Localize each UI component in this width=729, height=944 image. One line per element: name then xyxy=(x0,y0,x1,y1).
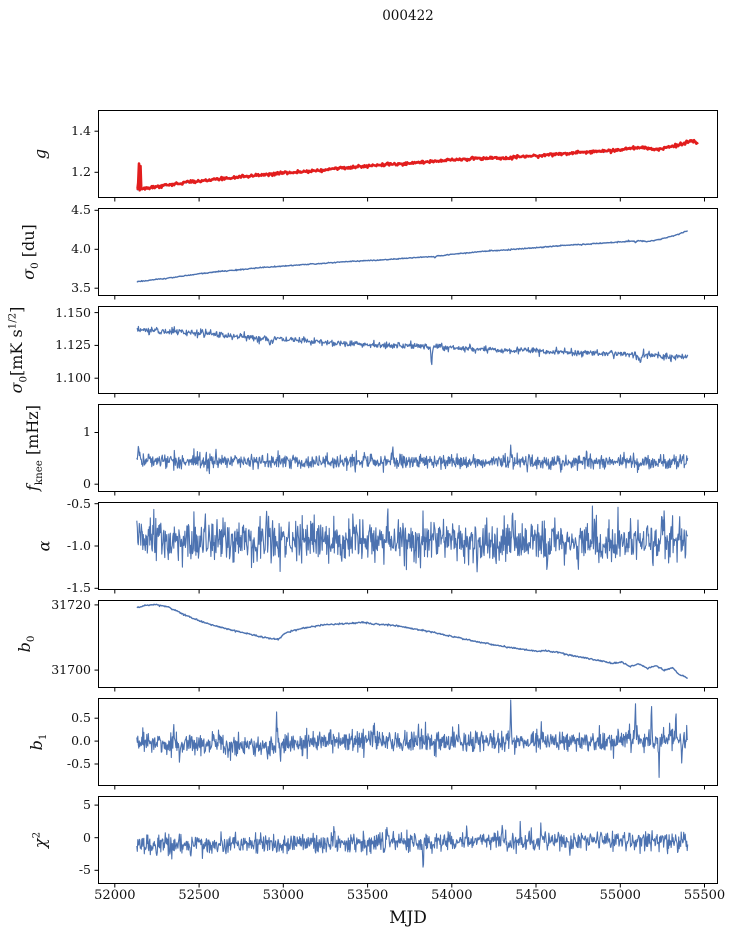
y-tick-label: 3.5 xyxy=(71,280,91,296)
y-tick-label: -5 xyxy=(78,862,91,878)
panel-alpha: α -0.5 -1.0 -1.5 xyxy=(0,496,729,595)
y-tick-label: -0.5 xyxy=(66,495,91,511)
series-b1 xyxy=(136,699,689,778)
y-tick-label: 31720 xyxy=(51,596,91,612)
chart-title: 000422 xyxy=(382,8,434,24)
series-group xyxy=(136,444,689,475)
series-group xyxy=(136,820,689,868)
plot-area-b1 xyxy=(94,698,718,790)
axes-spine xyxy=(98,698,718,786)
x-tick-labels: 52000 52500 53000 53500 54000 54500 55000 55500 xyxy=(94,888,725,906)
panel-sigma0-du: σ0 [du] 3.5 4.0 4.5 xyxy=(0,203,729,300)
series-chi2 xyxy=(136,820,689,868)
axes-spine xyxy=(98,110,718,198)
y-axis-label-g: g xyxy=(30,148,50,160)
series-sigma0-du xyxy=(136,230,688,283)
y-tick-label: 1.125 xyxy=(55,337,91,353)
x-tick-label: 55000 xyxy=(599,888,641,903)
x-tick-label: 54000 xyxy=(431,888,473,903)
panel-sigma0-mk: σ0[mK s1/2] 1.100 1.125 1.150 xyxy=(0,304,729,398)
x-tick-label: 53500 xyxy=(346,888,389,903)
y-tick-label: 0 xyxy=(83,829,91,845)
series-group xyxy=(136,325,689,366)
series-sigma0-mK xyxy=(136,325,689,366)
axes-spine xyxy=(98,796,718,884)
y-tick-label: 0.0 xyxy=(71,733,91,749)
axes-spine xyxy=(98,208,718,296)
axes-spine xyxy=(98,600,718,688)
panel-chi2: χ2 5 0 -5 xyxy=(0,796,729,888)
plot-area-fknee xyxy=(94,404,718,496)
y-tick-label: 5 xyxy=(83,797,91,813)
y-tick-label: 1 xyxy=(83,424,91,440)
plot-area-g xyxy=(94,110,718,202)
series-group xyxy=(136,230,688,283)
series-group xyxy=(136,603,688,679)
y-axis-label-b0: b0 xyxy=(14,635,38,653)
y-tick-label: -1.5 xyxy=(66,580,91,596)
plot-area-alpha xyxy=(94,502,718,594)
y-tick-label: -0.5 xyxy=(66,756,91,771)
series-fknee xyxy=(136,444,689,475)
y-tick-label: 1.100 xyxy=(55,370,91,386)
x-tick-label: 55500 xyxy=(683,888,726,903)
panel-b0: b0 31700 31720 xyxy=(0,596,729,692)
series-group xyxy=(136,138,699,192)
series-g-raw-red xyxy=(136,138,699,192)
y-tick-label: 0 xyxy=(83,476,91,492)
axes-spine xyxy=(98,404,718,492)
x-axis-label: MJD xyxy=(389,908,427,928)
series-alpha xyxy=(136,505,689,573)
plot-area-b0 xyxy=(94,600,718,692)
panel-g: g 1.2 1.4 xyxy=(0,110,729,202)
axes-spine xyxy=(98,306,718,394)
plot-area-chi2 xyxy=(94,796,718,888)
y-tick-label: 31700 xyxy=(51,662,91,678)
series-group xyxy=(136,505,689,573)
x-tick-label: 54500 xyxy=(515,888,557,903)
y-tick-label: 1.4 xyxy=(71,123,91,139)
series-group xyxy=(136,699,689,778)
x-tick-label: 53000 xyxy=(262,888,304,903)
x-tick-label: 52500 xyxy=(178,888,220,903)
plot-area-sigma0-mk xyxy=(94,306,718,398)
plot-area-sigma0-du xyxy=(94,208,718,300)
y-tick-label: -1.0 xyxy=(66,538,91,553)
x-tick-label: 52000 xyxy=(94,888,136,903)
panel-b1: b1 0.5 0.0 -0.5 xyxy=(0,698,729,790)
series-b0 xyxy=(136,603,688,679)
y-tick-label: 1.150 xyxy=(55,304,91,320)
y-tick-label: 4.5 xyxy=(71,202,91,218)
y-tick-label: 0.5 xyxy=(71,710,91,726)
y-tick-label: 4.0 xyxy=(71,241,91,257)
y-tick-label: 1.2 xyxy=(71,164,91,180)
axes-spine xyxy=(98,502,718,590)
